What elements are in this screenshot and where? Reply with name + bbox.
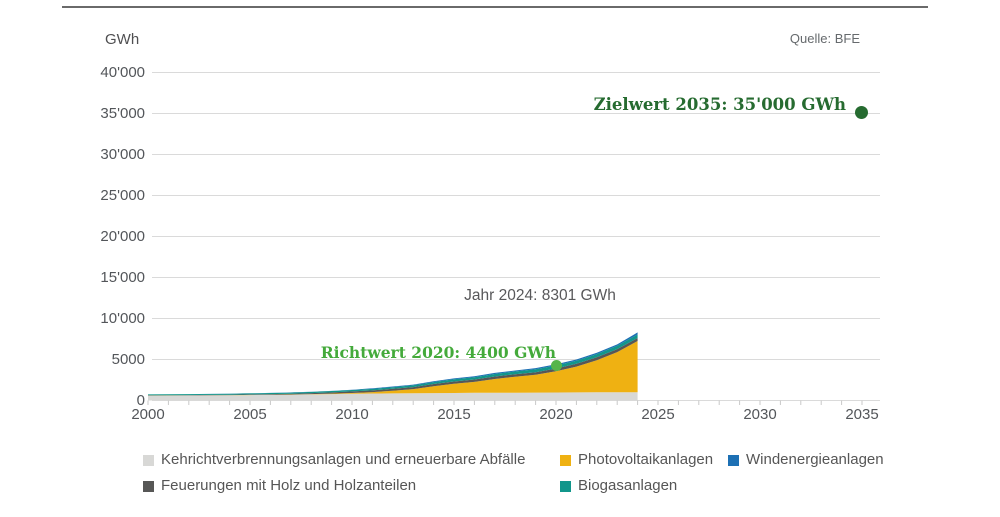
y-tick-label: 15'000	[100, 268, 145, 286]
x-tick-label: 2005	[233, 406, 267, 423]
richtwert-2020-dot	[551, 360, 562, 371]
legend-swatch	[143, 454, 154, 466]
y-tick-label: 35'000	[100, 104, 145, 122]
area-kehrichtverbrennungsanlagen-und-erneuerbare-abf-lle	[148, 392, 638, 401]
x-tick-label: 2025	[641, 406, 675, 423]
legend-label: Windenergieanlagen	[746, 451, 884, 468]
y-axis-unit-label: GWh	[105, 31, 140, 48]
y-tick-label: 40'000	[100, 63, 145, 81]
x-tick-label: 2010	[335, 406, 369, 423]
y-tick-label: 10'000	[100, 309, 145, 327]
top-rule	[62, 6, 928, 8]
annotation-jahr-2024: Jahr 2024: 8301 GWh	[464, 287, 616, 304]
source-label: Quelle: BFE	[789, 31, 860, 46]
annotation-zielwert-2035: Zielwert 2035: 35'000 GWh	[593, 95, 846, 114]
legend-label: Kehrichtverbrennungsanlagen und erneuerb…	[161, 451, 526, 468]
x-tick-label: 2030	[743, 406, 777, 423]
area-photovoltaikanlagen	[148, 341, 638, 396]
legend-swatch	[560, 480, 571, 492]
legend-label: Feuerungen mit Holz und Holzanteilen	[161, 477, 417, 494]
legend-label: Photovoltaikanlagen	[578, 451, 714, 468]
y-tick-label: 25'000	[100, 186, 145, 204]
legend-item: Kehrichtverbrennungsanlagen und erneuerb…	[143, 452, 525, 468]
y-tick-label: 20'000	[100, 227, 145, 245]
legend-item: Feuerungen mit Holz und Holzanteilen	[143, 478, 416, 494]
x-tick-label: 2015	[437, 406, 471, 423]
y-tick-label: 5000	[111, 350, 145, 368]
legend-item: Photovoltaikanlagen	[560, 452, 713, 468]
legend-swatch	[143, 480, 154, 492]
legend-swatch	[728, 454, 739, 466]
y-tick-label: 30'000	[100, 145, 145, 163]
annotation-richtwert-2020: Richtwert 2020: 4400 GWh	[320, 343, 556, 362]
legend-label: Biogasanlagen	[578, 477, 678, 494]
x-tick-label: 2020	[539, 406, 573, 423]
legend-item: Windenergieanlagen	[728, 452, 884, 468]
x-tick-label: 2000	[131, 406, 165, 423]
zielwert-2035-dot	[855, 106, 868, 119]
legend-item: Biogasanlagen	[560, 478, 677, 494]
y-tick-label: 0	[136, 391, 145, 409]
x-tick-label: 2035	[845, 406, 879, 423]
legend-swatch	[560, 454, 571, 466]
